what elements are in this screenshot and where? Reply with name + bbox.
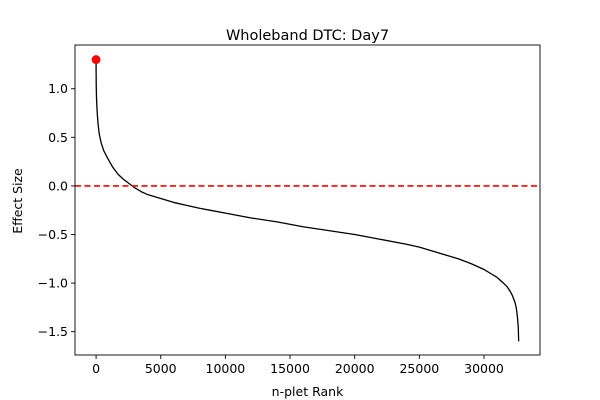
- y-tick-label-4: −1.0: [38, 276, 68, 291]
- y-tick-label-3: −0.5: [38, 227, 68, 242]
- axes-frame: [74, 44, 541, 356]
- x-tick-label-1: 5000: [145, 361, 177, 376]
- y-tick-label-0: 1.0: [48, 81, 68, 96]
- y-tick-label-1: 0.5: [48, 130, 68, 145]
- x-axis-label: n-plet Rank: [272, 384, 344, 399]
- x-tick-label-3: 15000: [270, 361, 310, 376]
- y-axis-label: Effect Size: [10, 168, 25, 234]
- x-tick-label-0: 0: [92, 361, 100, 376]
- x-tick-label-2: 10000: [206, 361, 246, 376]
- y-tick-label-5: −1.5: [38, 324, 68, 339]
- axis-ticks: 0 5000 10000 15000 20000 25000 30000 1.0 0.5 0.0 −…: [38, 81, 504, 376]
- x-tick-label-6: 30000: [464, 361, 504, 376]
- y-tick-label-2: 0.0: [48, 178, 68, 193]
- series-line-0: [95, 59, 520, 342]
- chart-title: Wholeband DTC: Day7: [226, 28, 389, 44]
- plot-area: [74, 44, 541, 356]
- highlight-point: [91, 55, 101, 64]
- x-tick-label-5: 25000: [399, 361, 439, 376]
- x-tick-label-4: 20000: [335, 361, 375, 376]
